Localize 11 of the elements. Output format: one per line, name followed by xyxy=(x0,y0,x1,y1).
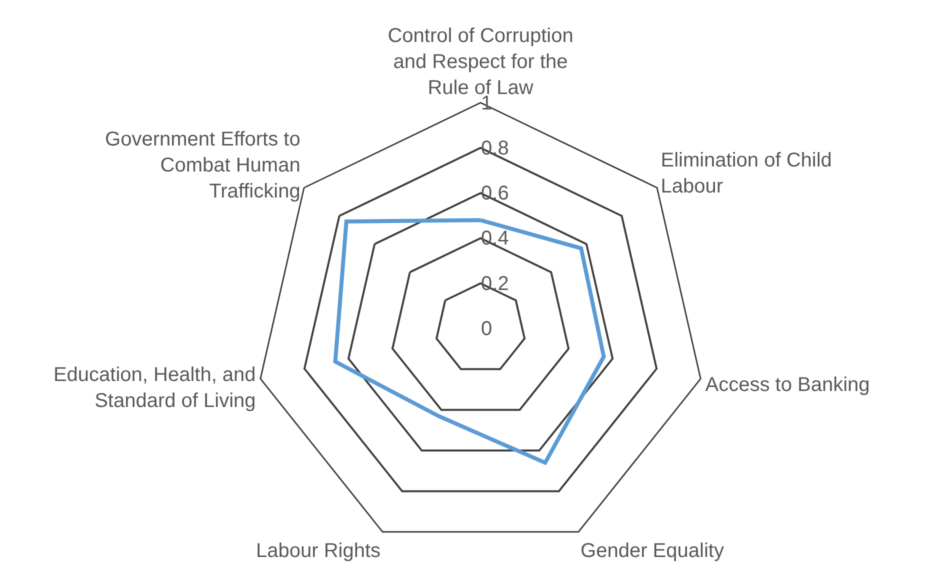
y-tick-label: 0.6 xyxy=(481,182,509,205)
spoke-label: Elimination of Child Labour xyxy=(660,150,832,198)
spoke-label: Labour Rights xyxy=(256,540,381,562)
y-tick-label: 0.4 xyxy=(481,228,509,250)
y-tick-label: 0.8 xyxy=(481,137,509,160)
spoke-label: Education, Health, and Standard of Living xyxy=(53,364,256,412)
spoke-label: Gender Equality xyxy=(580,540,724,562)
spoke-label: Government Efforts to Combat Human Trafficking xyxy=(105,128,300,203)
y-tick-label: 0.2 xyxy=(481,272,509,295)
spoke-label: Access to Banking xyxy=(705,374,870,396)
y-tick-label: 0 xyxy=(481,318,492,340)
